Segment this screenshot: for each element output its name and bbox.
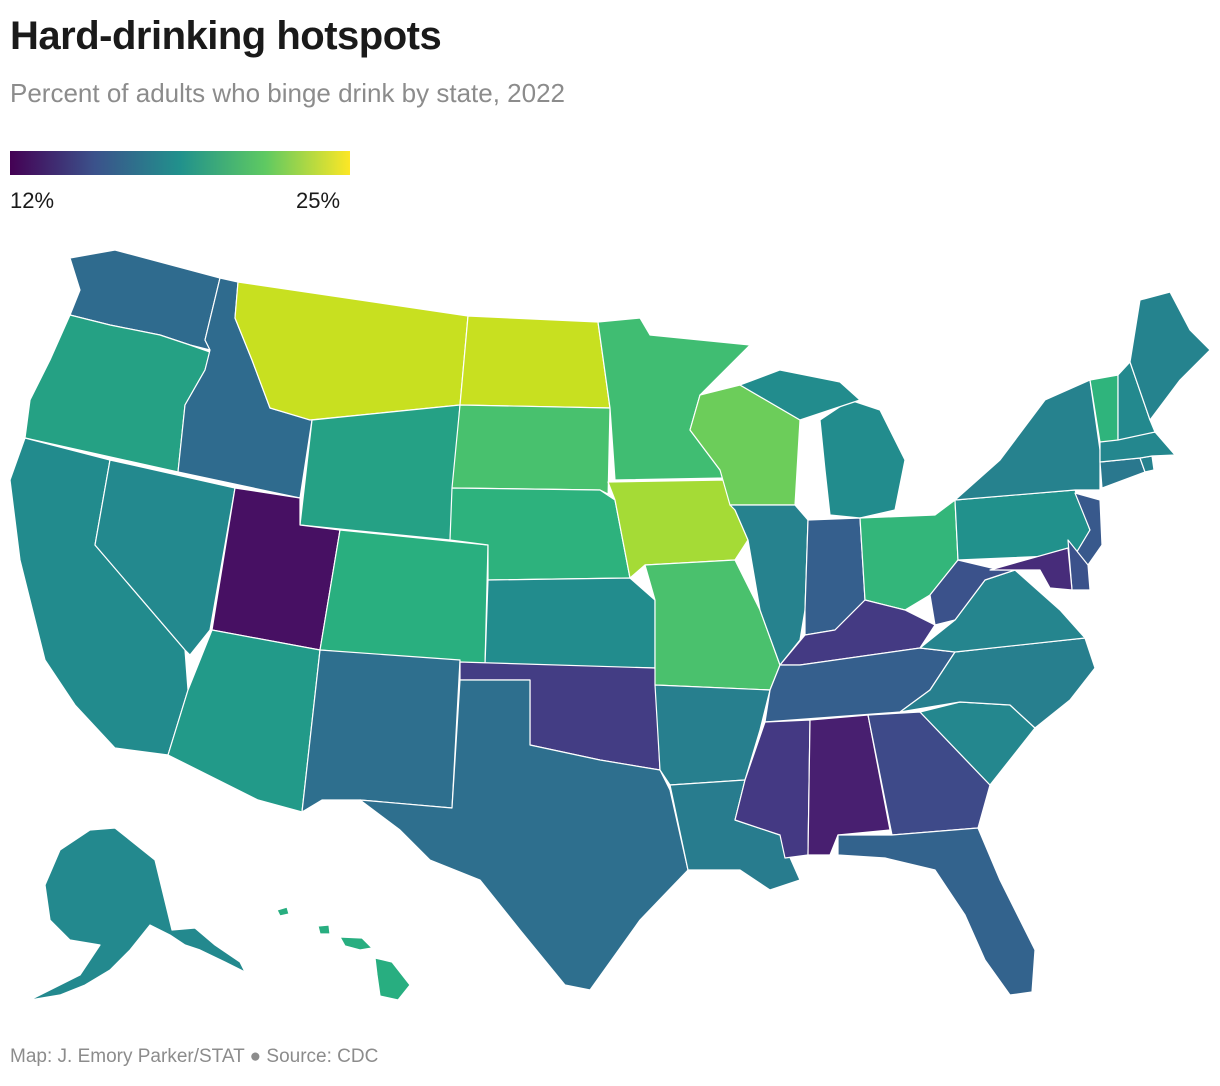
state-hi-kauai[interactable]	[276, 906, 290, 917]
state-nh[interactable]	[1117, 361, 1156, 441]
page-subtitle: Percent of adults who binge drink by sta…	[10, 78, 566, 108]
state-tx[interactable]	[359, 679, 689, 991]
state-mi[interactable]	[819, 399, 906, 519]
state-mt[interactable]	[234, 281, 469, 421]
us-choropleth-map	[9, 249, 1211, 1001]
state-nc[interactable]	[899, 637, 1096, 729]
state-ct[interactable]	[1099, 457, 1146, 489]
legend-min-label: 12%	[10, 188, 55, 213]
state-ga[interactable]	[867, 711, 991, 836]
legend-max-label: 25%	[296, 188, 341, 213]
state-md[interactable]	[989, 547, 1073, 591]
state-hi-big[interactable]	[374, 957, 411, 1001]
state-ks[interactable]	[484, 577, 656, 669]
state-az[interactable]	[167, 629, 321, 813]
state-fl[interactable]	[837, 827, 1036, 996]
state-wi[interactable]	[689, 384, 801, 506]
state-me[interactable]	[1129, 291, 1211, 421]
state-nm[interactable]	[301, 649, 461, 813]
legend-color-ramp	[10, 151, 350, 175]
state-sd[interactable]	[451, 404, 611, 501]
state-wy[interactable]	[299, 404, 461, 541]
map-credit: Map: J. Emory Parker/STAT ● Source: CDC	[10, 1046, 379, 1067]
state-ny[interactable]	[954, 379, 1101, 501]
state-wv[interactable]	[929, 559, 1016, 626]
state-nd[interactable]	[459, 315, 611, 409]
legend-ramp-fill	[10, 151, 350, 175]
state-ak[interactable]	[29, 827, 246, 1001]
state-mi-up[interactable]	[739, 369, 861, 421]
state-co[interactable]	[319, 529, 489, 666]
state-hi-maui[interactable]	[339, 936, 373, 951]
page-title: Hard-drinking hotspots	[10, 14, 442, 58]
state-hi-oahu[interactable]	[317, 924, 331, 935]
